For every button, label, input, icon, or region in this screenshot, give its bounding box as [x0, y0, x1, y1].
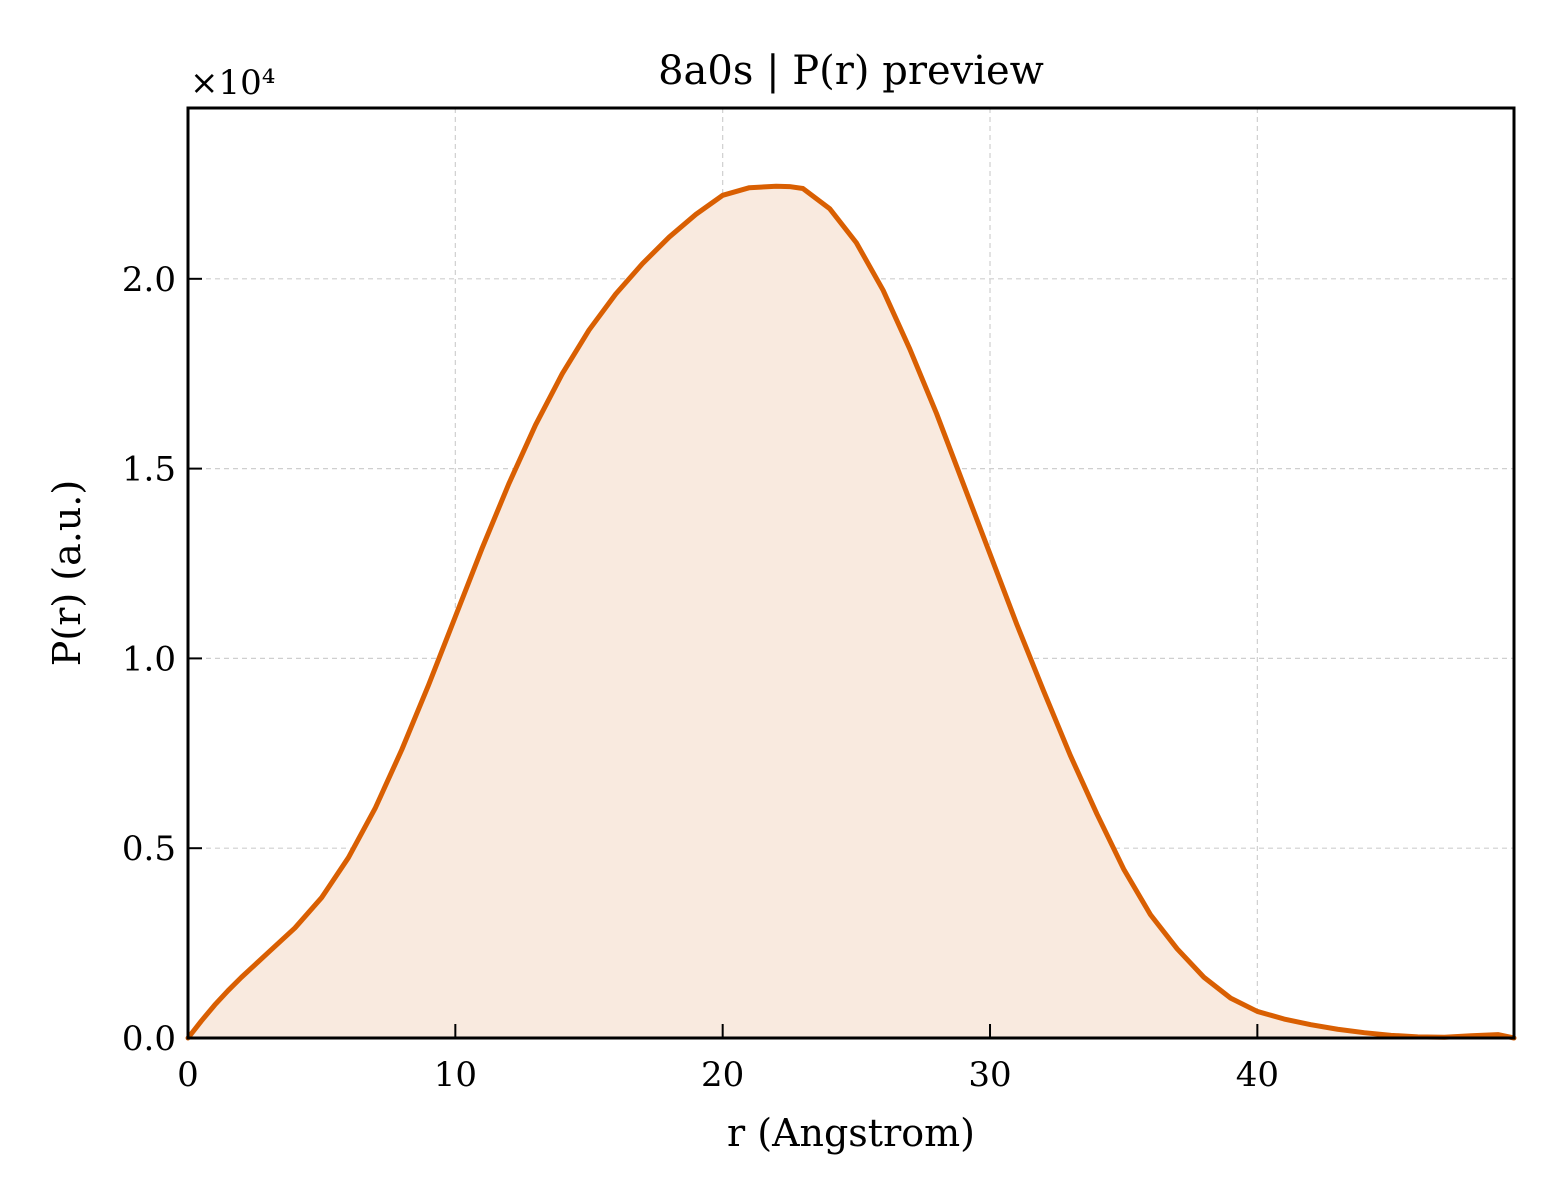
- y-tick-label: 0.5: [122, 829, 176, 869]
- x-tick-label: 20: [701, 1055, 744, 1095]
- series-area-fill: [188, 186, 1514, 1038]
- axis-ticks: [187, 277, 1259, 1039]
- x-axis-label: r (Angstrom): [727, 1111, 975, 1155]
- y-axis-label: P(r) (a.u.): [45, 480, 89, 666]
- x-tick-label: 10: [434, 1055, 477, 1095]
- plot-frame: [186, 106, 1516, 1040]
- y-tick-label: 1.0: [122, 639, 176, 679]
- x-tick-label: 30: [968, 1055, 1011, 1095]
- y-tick-label: 1.5: [122, 450, 176, 490]
- y-tick-label: 0.0: [122, 1019, 176, 1059]
- series-line: [185, 183, 1517, 1041]
- y-axis-multiplier: ×10⁴: [190, 63, 275, 103]
- x-tick-label: 40: [1236, 1055, 1279, 1095]
- y-tick-label: 2.0: [122, 260, 176, 300]
- chart-title: 8a0s | P(r) preview: [658, 48, 1044, 94]
- x-tick-label: 0: [177, 1055, 199, 1095]
- tick-labels: 0 10 20 30 40 0.0 0.5 1.0 1.5 2.0: [122, 260, 1279, 1095]
